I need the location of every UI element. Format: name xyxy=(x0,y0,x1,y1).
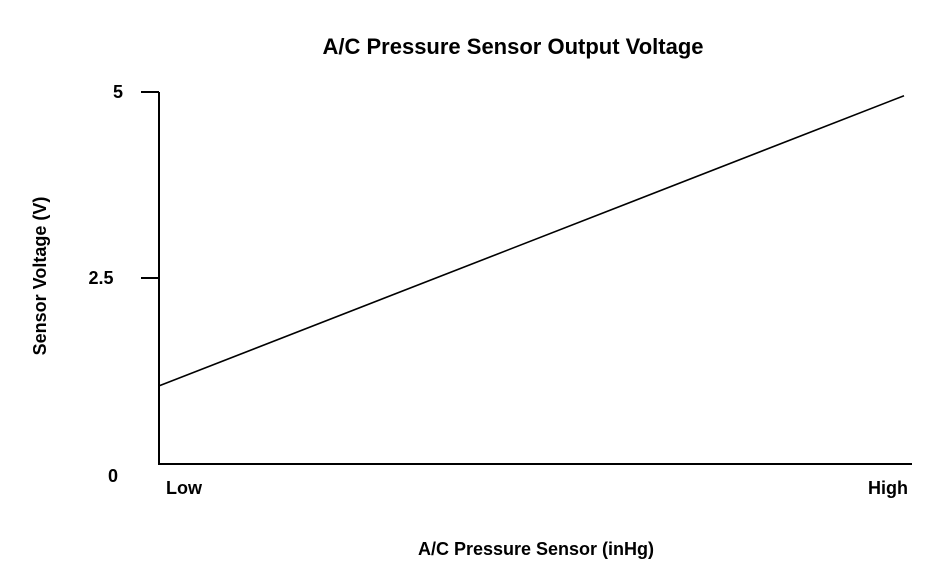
y-tick-label: 2.5 xyxy=(88,268,113,288)
y-tick-label: 0 xyxy=(108,466,118,486)
x-axis-title: A/C Pressure Sensor (inHg) xyxy=(418,539,654,559)
series-line xyxy=(158,94,905,387)
y-tick-label: 5 xyxy=(113,82,123,102)
x-tick-label: Low xyxy=(166,478,203,498)
chart-title: A/C Pressure Sensor Output Voltage xyxy=(322,34,703,59)
series-layer xyxy=(158,94,905,387)
y-ticks: 02.55 xyxy=(88,82,159,486)
x-ticks: Low High xyxy=(166,478,908,498)
x-tick-label: High xyxy=(868,478,908,498)
y-axis-title: Sensor Voltage (V) xyxy=(30,197,50,356)
